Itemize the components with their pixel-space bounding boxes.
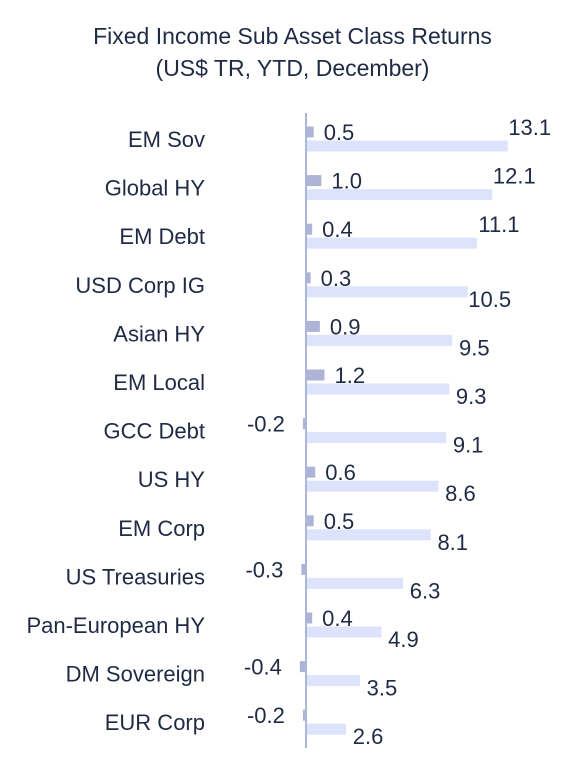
bar-large <box>306 529 431 541</box>
value-label-small: -0.2 <box>247 703 285 728</box>
value-label-small: 1.2 <box>334 363 365 388</box>
bar-small <box>301 563 306 575</box>
value-label-small: 1.0 <box>331 169 362 194</box>
category-label: DM Sovereign <box>66 662 205 687</box>
value-label-small: 0.9 <box>330 314 361 339</box>
value-label-large: 11.1 <box>478 212 519 237</box>
bar-small <box>306 515 314 527</box>
category-label: USD Corp IG <box>75 273 205 298</box>
category-label: GCC Debt <box>104 419 205 444</box>
category-label: US HY <box>138 467 206 492</box>
bar-large <box>306 189 493 201</box>
value-label-large: 12.1 <box>493 164 536 189</box>
value-label-large: 6.3 <box>410 578 441 603</box>
bar-large <box>306 480 439 492</box>
value-label-small: 0.5 <box>324 120 355 145</box>
value-label-small: 0.4 <box>322 606 353 631</box>
bar-small <box>306 223 313 235</box>
value-label-small: -0.4 <box>244 655 282 680</box>
value-label-large: 3.5 <box>367 676 398 701</box>
value-label-small: 0.3 <box>321 266 352 291</box>
bar-small <box>306 175 322 187</box>
bar-large <box>306 286 468 298</box>
chart-subtitle: (US$ TR, YTD, December) <box>155 55 430 81</box>
bar-small <box>306 272 311 284</box>
category-label: EM Debt <box>119 224 205 249</box>
bar-small <box>306 126 314 138</box>
category-label: EM Corp <box>118 516 205 541</box>
bar-large <box>306 383 450 395</box>
bar-large <box>306 432 447 444</box>
value-label-large: 9.3 <box>456 384 487 409</box>
value-label-large: 13.1 <box>508 115 551 140</box>
category-label: EUR Corp <box>105 710 205 735</box>
bar-large <box>306 626 382 638</box>
value-label-small: 0.6 <box>325 460 356 485</box>
bar-large <box>306 577 404 589</box>
bar-large <box>306 140 508 152</box>
value-label-large: 9.1 <box>453 433 484 458</box>
bar-small <box>306 320 320 332</box>
chart-title-block: Fixed Income Sub Asset Class Returns (US… <box>0 20 585 84</box>
category-label: Global HY <box>105 176 206 201</box>
value-label-large: 2.6 <box>353 724 384 749</box>
bar-small <box>306 466 316 478</box>
value-label-small: 0.4 <box>322 217 353 242</box>
bar-small <box>302 418 306 430</box>
chart-title: Fixed Income Sub Asset Class Returns <box>93 23 492 49</box>
value-label-small: 0.5 <box>324 509 355 534</box>
bar-small <box>302 709 306 721</box>
category-label: US Treasuries <box>66 564 205 589</box>
value-label-small: -0.3 <box>245 557 283 582</box>
bar-large <box>306 675 360 687</box>
value-label-small: -0.2 <box>247 412 285 437</box>
value-label-large: 8.1 <box>437 530 468 555</box>
bar-small <box>306 612 313 624</box>
bar-large <box>306 237 477 249</box>
value-label-large: 9.5 <box>459 335 490 360</box>
bar-small <box>306 369 325 381</box>
category-label: Pan-European HY <box>26 613 205 638</box>
bar-small <box>299 661 306 673</box>
category-label: EM Local <box>113 370 205 395</box>
value-label-large: 10.5 <box>468 287 511 312</box>
category-label: Asian HY <box>113 321 205 346</box>
value-label-large: 8.6 <box>445 481 476 506</box>
bar-large <box>306 723 347 735</box>
bar-large <box>306 334 453 346</box>
category-label: EM Sov <box>128 127 205 152</box>
value-label-large: 4.9 <box>388 627 419 652</box>
